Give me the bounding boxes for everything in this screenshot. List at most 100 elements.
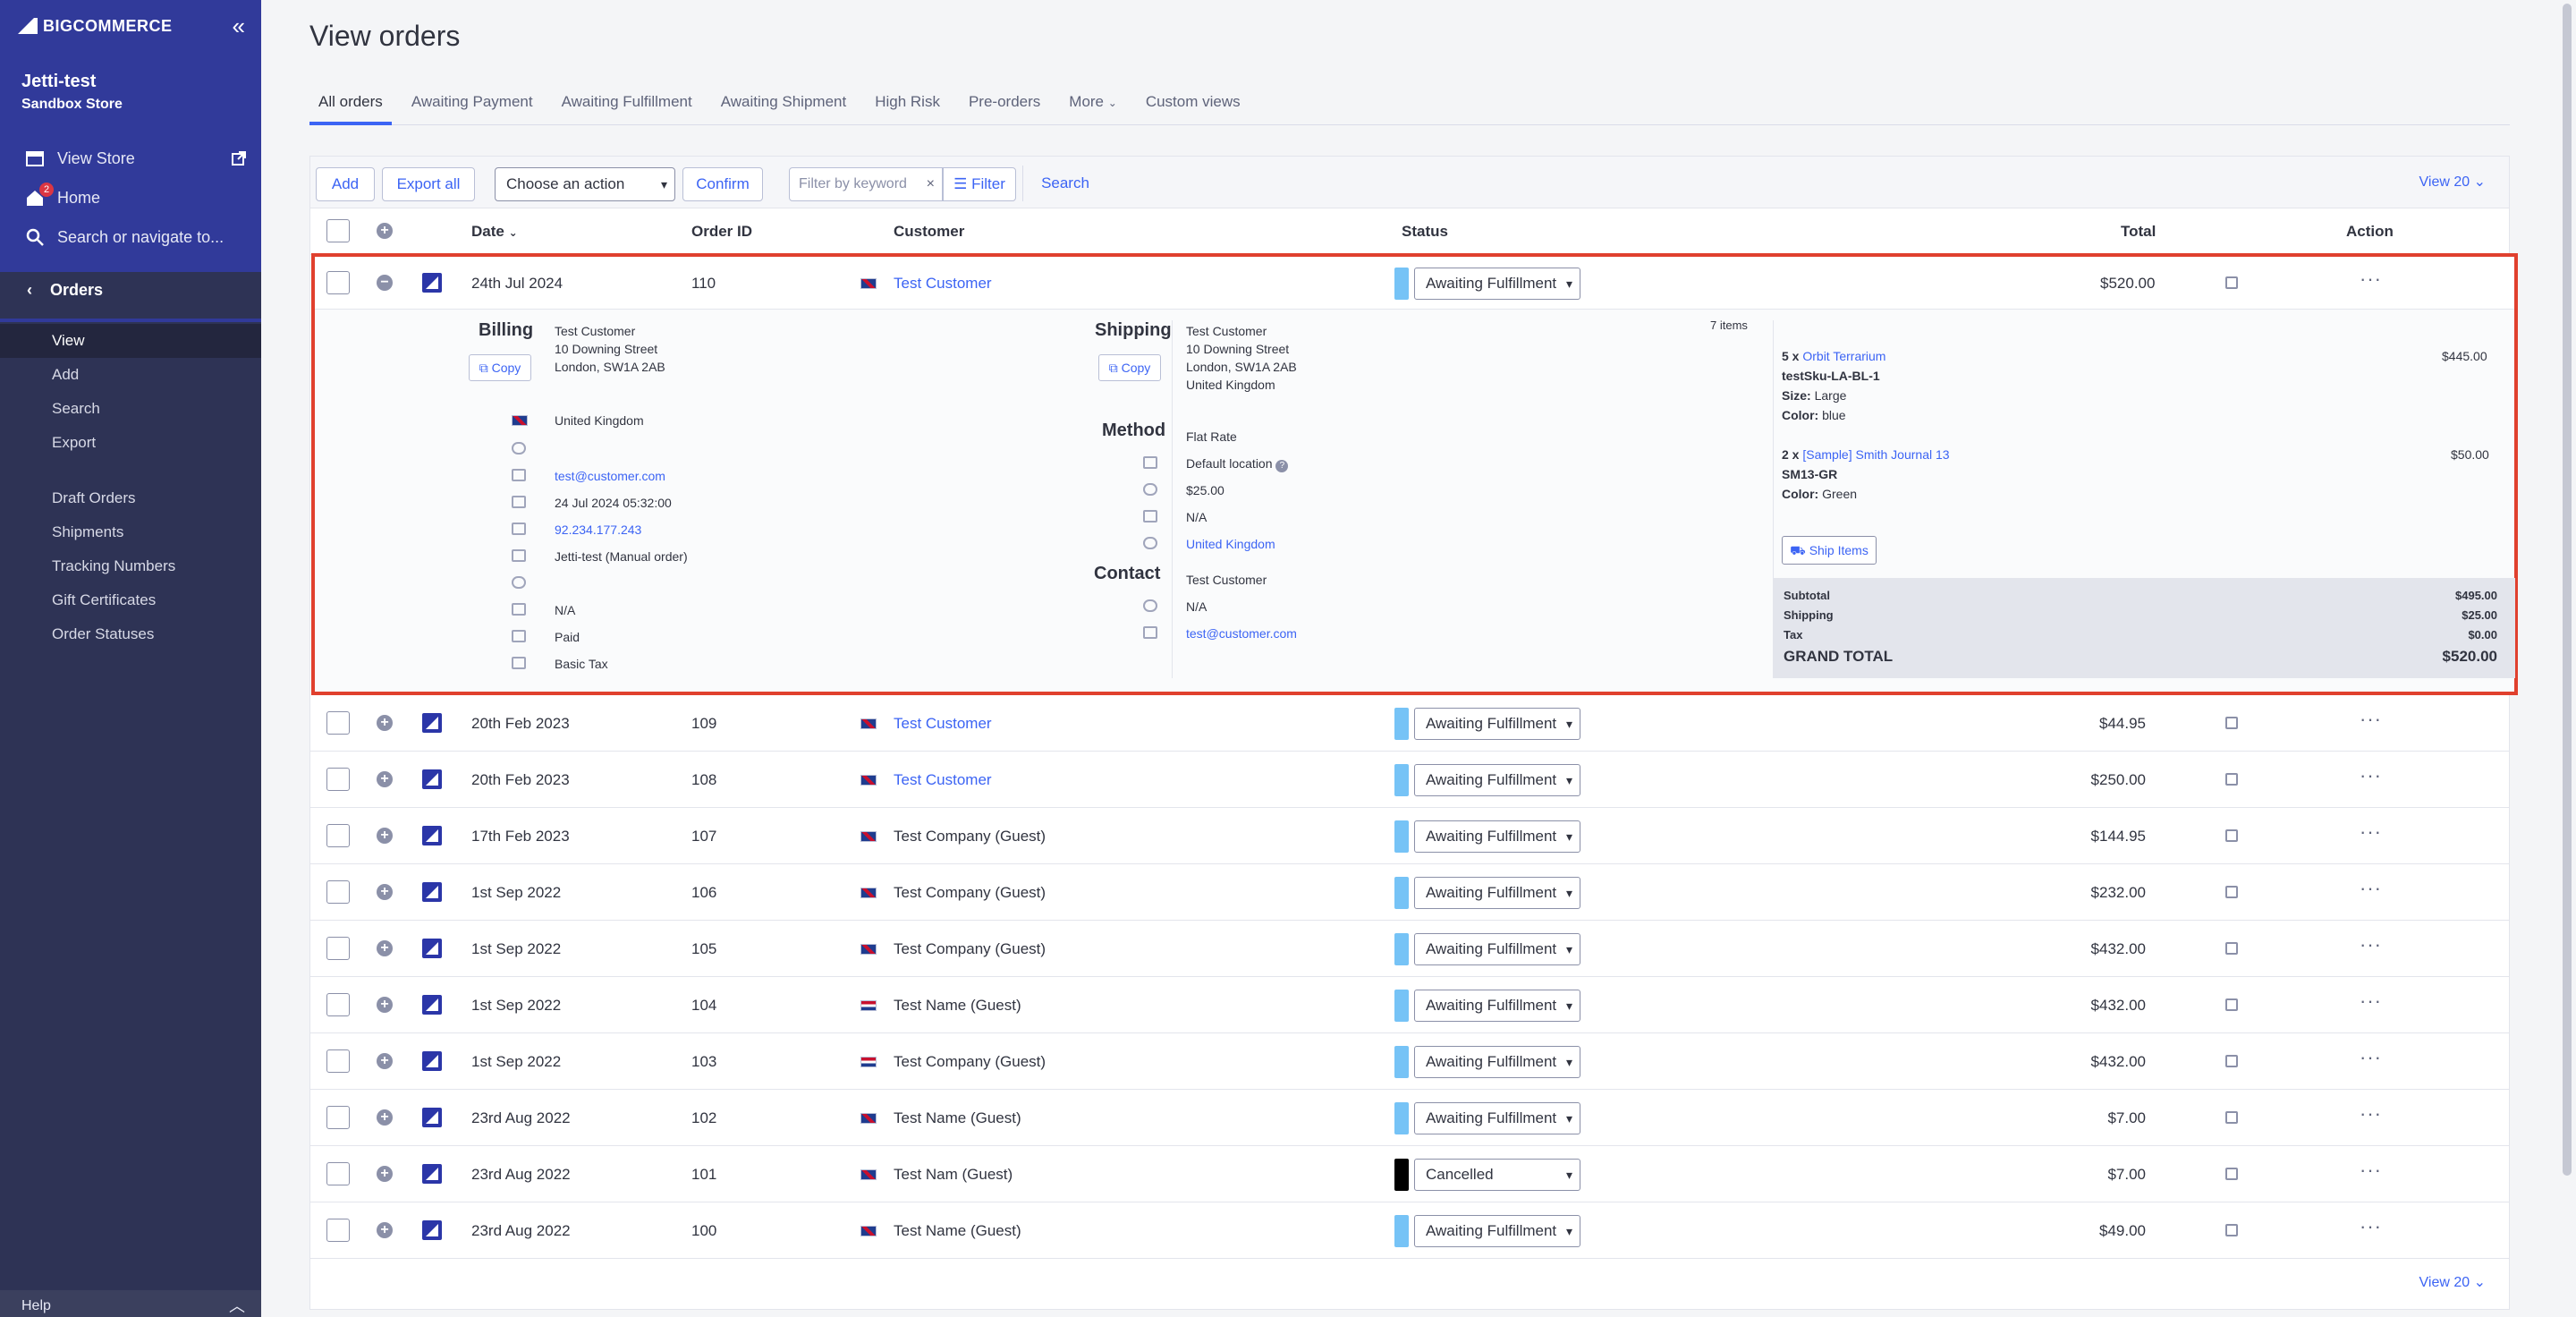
customer-name[interactable]: Test Customer	[894, 715, 992, 732]
expand-row-icon[interactable]: +	[377, 715, 393, 731]
order-status-select[interactable]: Awaiting Fulfillment ▾	[1414, 268, 1580, 300]
row-checkbox[interactable]	[326, 937, 350, 960]
order-status-select[interactable]: Awaiting Fulfillment ▾	[1414, 877, 1580, 909]
row-checkbox[interactable]	[326, 271, 350, 294]
order-status-select[interactable]: Awaiting Fulfillment ▾	[1414, 820, 1580, 853]
view-count-select[interactable]: View 20 ⌄	[2419, 174, 2487, 190]
filter-keyword-input[interactable]: Filter by keyword ×	[789, 167, 943, 201]
sidebar-item-tracking-numbers[interactable]: Tracking Numbers	[52, 557, 176, 574]
order-status-select[interactable]: Awaiting Fulfillment ▾	[1414, 1046, 1580, 1078]
order-status-select[interactable]: Awaiting Fulfillment ▾	[1414, 708, 1580, 740]
calendar-icon[interactable]	[2225, 773, 2238, 786]
calendar-icon[interactable]	[2225, 717, 2238, 729]
copy-billing-button[interactable]: ⧉ Copy	[469, 354, 531, 381]
row-checkbox[interactable]	[326, 824, 350, 847]
tab-awaiting-fulfillment[interactable]: Awaiting Fulfillment	[561, 93, 692, 110]
more-actions-icon[interactable]: ···	[2360, 268, 2382, 290]
calendar-icon[interactable]	[2225, 1168, 2238, 1180]
export-all-button[interactable]: Export all	[382, 167, 475, 201]
tab-awaiting-shipment[interactable]: Awaiting Shipment	[720, 93, 847, 110]
more-actions-icon[interactable]: ···	[2360, 1159, 2382, 1181]
page-scrollbar[interactable]	[2558, 0, 2576, 1317]
more-actions-icon[interactable]: ···	[2360, 1215, 2382, 1237]
tab-all-orders[interactable]: All orders	[309, 89, 392, 125]
calendar-icon[interactable]	[2225, 829, 2238, 842]
ip-address[interactable]: 92.234.177.243	[555, 523, 642, 537]
customer-link[interactable]: Test Customer	[894, 275, 992, 292]
row-checkbox[interactable]	[326, 711, 350, 735]
order-id[interactable]: 103	[691, 1053, 717, 1070]
row-checkbox[interactable]	[326, 768, 350, 791]
order-id[interactable]: 109	[691, 715, 717, 732]
sidebar-item-gift-certificates[interactable]: Gift Certificates	[52, 591, 157, 608]
tab-awaiting-payment[interactable]: Awaiting Payment	[411, 93, 533, 110]
order-status-select[interactable]: Awaiting Fulfillment ▾	[1414, 764, 1580, 796]
bigcommerce-logo[interactable]: BIGCOMMERCE	[16, 16, 173, 36]
ship-items-button[interactable]: ⛟ Ship Items	[1782, 536, 1877, 565]
more-actions-icon[interactable]: ···	[2360, 820, 2382, 843]
more-actions-icon[interactable]: ···	[2360, 1046, 2382, 1068]
collapse-row-icon[interactable]: −	[377, 275, 393, 291]
global-search[interactable]: Search or navigate to...	[25, 227, 224, 247]
expand-row-icon[interactable]: +	[377, 1109, 393, 1126]
row-checkbox[interactable]	[326, 1162, 350, 1185]
calendar-icon[interactable]	[2225, 1111, 2238, 1124]
row-checkbox[interactable]	[326, 993, 350, 1016]
bulk-action-select[interactable]: Choose an action ▾	[495, 167, 675, 201]
calendar-icon[interactable]	[2225, 1224, 2238, 1236]
help-toggle[interactable]: Help ︿	[0, 1290, 261, 1317]
row-checkbox[interactable]	[326, 1219, 350, 1242]
sidebar-item-add[interactable]: Add	[52, 366, 80, 383]
scrollbar-thumb[interactable]	[2563, 4, 2572, 1176]
order-id[interactable]: 105	[691, 940, 717, 957]
view-count-select-bottom[interactable]: View 20 ⌄	[2419, 1275, 2487, 1290]
tab-custom-views[interactable]: Custom views	[1145, 93, 1241, 110]
shipping-country-link[interactable]: United Kingdom	[1186, 537, 1275, 551]
order-status-select[interactable]: Awaiting Fulfillment ▾	[1414, 990, 1580, 1022]
orders-section-back[interactable]: ‹ Orders	[27, 281, 103, 300]
more-actions-icon[interactable]: ···	[2360, 708, 2382, 730]
select-all-checkbox[interactable]	[326, 219, 350, 242]
order-status-select[interactable]: Awaiting Fulfillment ▾	[1414, 933, 1580, 965]
sidebar-item-shipments[interactable]: Shipments	[52, 523, 124, 540]
order-id[interactable]: 110	[691, 275, 716, 292]
expand-row-icon[interactable]: +	[377, 884, 393, 900]
order-id[interactable]: 107	[691, 828, 717, 845]
sidebar-item-search[interactable]: Search	[52, 400, 100, 417]
sidebar-item-draft-orders[interactable]: Draft Orders	[52, 489, 136, 506]
status-header[interactable]: Status	[1402, 223, 1448, 240]
more-actions-icon[interactable]: ···	[2360, 877, 2382, 899]
calendar-icon[interactable]	[2225, 942, 2238, 955]
calendar-icon[interactable]	[2225, 276, 2238, 289]
item-name-link[interactable]: Orbit Terrarium	[1802, 349, 1886, 363]
expand-row-icon[interactable]: +	[377, 997, 393, 1013]
expand-row-icon[interactable]: +	[377, 771, 393, 787]
order-id[interactable]: 100	[691, 1222, 717, 1239]
copy-shipping-button[interactable]: ⧉ Copy	[1098, 354, 1161, 381]
order-id[interactable]: 104	[691, 997, 717, 1014]
date-header[interactable]: Date ⌄	[471, 223, 518, 241]
clear-icon[interactable]: ×	[926, 176, 935, 191]
calendar-icon[interactable]	[2225, 886, 2238, 898]
customer-name[interactable]: Test Customer	[894, 771, 992, 788]
calendar-icon[interactable]	[2225, 1055, 2238, 1067]
order-status-select[interactable]: Cancelled ▾	[1414, 1159, 1580, 1191]
more-actions-icon[interactable]: ···	[2360, 933, 2382, 956]
search-button[interactable]: Search	[1041, 174, 1089, 191]
sidebar-item-export[interactable]: Export	[52, 434, 97, 451]
filter-button[interactable]: ☰ Filter	[943, 167, 1016, 201]
expand-row-icon[interactable]: +	[377, 940, 393, 956]
more-actions-icon[interactable]: ···	[2360, 990, 2382, 1012]
order-id[interactable]: 102	[691, 1109, 717, 1126]
row-checkbox[interactable]	[326, 1106, 350, 1129]
contact-email[interactable]: test@customer.com	[1186, 626, 1297, 641]
more-actions-icon[interactable]: ···	[2360, 764, 2382, 786]
item-name-link[interactable]: [Sample] Smith Journal 13	[1802, 447, 1950, 462]
expand-row-icon[interactable]: +	[377, 1166, 393, 1182]
collapse-sidebar-icon[interactable]: «	[232, 13, 245, 39]
add-button[interactable]: Add	[316, 167, 375, 201]
external-link-icon[interactable]	[231, 150, 247, 166]
calendar-icon[interactable]	[2225, 998, 2238, 1011]
expand-row-icon[interactable]: +	[377, 1053, 393, 1069]
confirm-button[interactable]: Confirm	[682, 167, 763, 201]
